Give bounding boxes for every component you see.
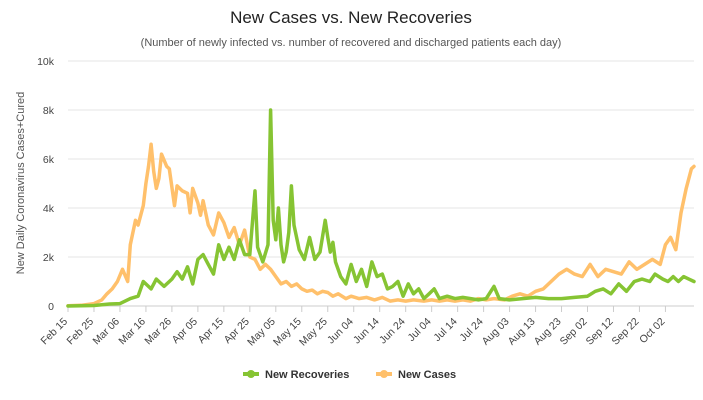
x-tick-label: Sep 02 <box>558 316 590 348</box>
y-axis-label: New Daily Coronavirus Cases+Cured <box>15 92 27 275</box>
legend[interactable]: New Recoveries New Cases <box>243 369 456 381</box>
x-tick-label: Mar 16 <box>116 316 148 348</box>
x-tick-label: Aug 13 <box>506 316 538 348</box>
x-tick-label: Aug 03 <box>480 316 512 348</box>
x-tick-label: Feb 25 <box>64 316 96 348</box>
chart-subtitle: (Number of newly infected vs. number of … <box>141 37 562 49</box>
legend-item-new-recoveries[interactable]: New Recoveries <box>243 369 349 381</box>
y-tick-label: 0 <box>48 301 54 313</box>
x-tick-label: Jun 24 <box>377 316 408 347</box>
legend-marker <box>247 370 255 378</box>
y-tick-label: 4k <box>43 203 55 215</box>
gridlines <box>68 60 694 307</box>
x-tick-label: Sep 22 <box>610 316 642 348</box>
x-tick-label: Mar 26 <box>142 316 174 348</box>
y-tick-label: 2k <box>43 252 55 264</box>
x-tick-label: Feb 15 <box>39 316 71 348</box>
chart-title: New Cases vs. New Recoveries <box>230 8 472 27</box>
series-line-new-recoveries <box>66 108 696 308</box>
y-axis-ticks: 0 2k 4k 6k 8k 10k <box>37 56 55 313</box>
series-lines <box>66 108 696 308</box>
legend-label: New Recoveries <box>265 369 349 381</box>
legend-label: New Cases <box>398 369 456 381</box>
x-tick-label: May 25 <box>297 316 330 349</box>
x-tick-label: Jul 14 <box>431 316 459 344</box>
series-line-new-cases <box>66 142 696 308</box>
x-tick-label: Jul 04 <box>405 316 433 344</box>
x-tick-label: Apr 05 <box>170 316 200 346</box>
x-tick-label: Aug 23 <box>532 316 564 348</box>
x-tick-label: May 05 <box>245 316 278 349</box>
x-tick-label: Apr 15 <box>196 316 226 346</box>
legend-item-new-cases[interactable]: New Cases <box>376 369 456 381</box>
y-tick-label: 6k <box>43 154 55 166</box>
y-tick-label: 10k <box>37 56 55 68</box>
legend-marker <box>380 370 388 378</box>
x-tick-label: Mar 06 <box>90 316 122 348</box>
x-tick-label: May 15 <box>271 316 304 349</box>
x-tick-label: Sep 12 <box>584 316 616 348</box>
x-tick-label: Jun 14 <box>351 316 382 347</box>
y-tick-label: 8k <box>43 105 55 117</box>
x-tick-label: Jun 04 <box>325 316 356 347</box>
x-tick-label: Oct 02 <box>637 316 667 346</box>
